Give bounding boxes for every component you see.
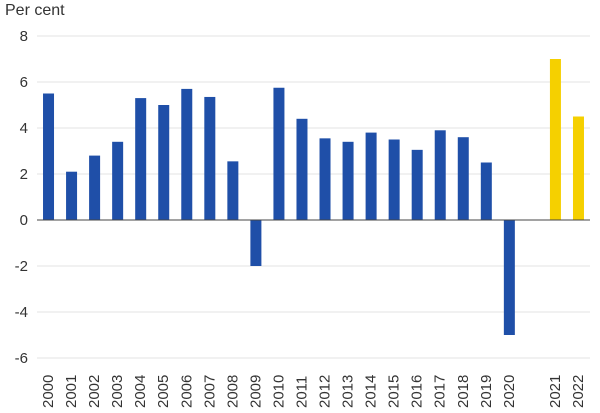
x-tick-label: 2014	[363, 375, 380, 408]
bar	[549, 59, 561, 220]
bar	[365, 132, 377, 220]
x-tick-label: 2001	[63, 375, 80, 408]
y-tick-label: 6	[20, 74, 28, 91]
bar	[43, 93, 55, 220]
bar	[181, 88, 193, 221]
x-tick-label: 2004	[132, 375, 149, 408]
bar	[250, 220, 262, 266]
y-tick-label: -2	[15, 258, 28, 275]
bar	[342, 141, 354, 220]
bar	[457, 137, 469, 220]
y-tick-label: 4	[20, 120, 28, 137]
y-tick-label: -4	[15, 304, 28, 321]
x-tick-label: 2018	[455, 375, 472, 408]
x-tick-label: 2012	[317, 375, 334, 408]
x-tick-label: 2011	[293, 376, 310, 408]
x-tick-label: 2015	[386, 375, 403, 408]
x-tick-label: 2002	[86, 375, 103, 408]
bar	[319, 138, 331, 220]
bar	[411, 149, 423, 220]
x-tick-label: 2008	[224, 375, 241, 408]
bar	[135, 98, 147, 220]
x-tick-label: 2000	[40, 375, 57, 408]
x-tick-label: 2019	[478, 375, 495, 408]
x-tick-label: 2013	[340, 375, 357, 408]
x-tick-label: 2003	[109, 375, 126, 408]
x-tick-label: 2020	[501, 375, 518, 408]
y-tick-label: 0	[20, 212, 28, 229]
bar	[503, 220, 515, 335]
bar	[273, 87, 285, 220]
y-axis-unit-label: Per cent	[5, 2, 65, 19]
y-tick-label: -6	[15, 350, 28, 367]
bar	[296, 118, 308, 220]
x-tick-label: 2016	[409, 375, 426, 408]
bar	[112, 141, 124, 220]
x-tick-label: 2022	[570, 375, 587, 408]
x-tick-label: 2007	[201, 375, 218, 408]
x-tick-label: 2009	[247, 375, 264, 408]
y-tick-label: 8	[20, 28, 28, 45]
bar	[572, 116, 584, 220]
x-tick-label: 2010	[270, 375, 287, 408]
bar	[227, 161, 239, 220]
y-tick-label: 2	[20, 166, 28, 183]
bar	[89, 155, 101, 220]
x-tick-label: 2021	[547, 375, 564, 408]
bar	[480, 162, 492, 220]
bar	[66, 171, 78, 220]
bar	[204, 96, 216, 220]
x-tick-label: 2017	[432, 375, 449, 408]
bar	[158, 105, 170, 220]
x-tick-label: 2006	[178, 375, 195, 408]
bar	[388, 139, 400, 220]
bar	[434, 130, 446, 220]
x-tick-label: 2005	[155, 375, 172, 408]
